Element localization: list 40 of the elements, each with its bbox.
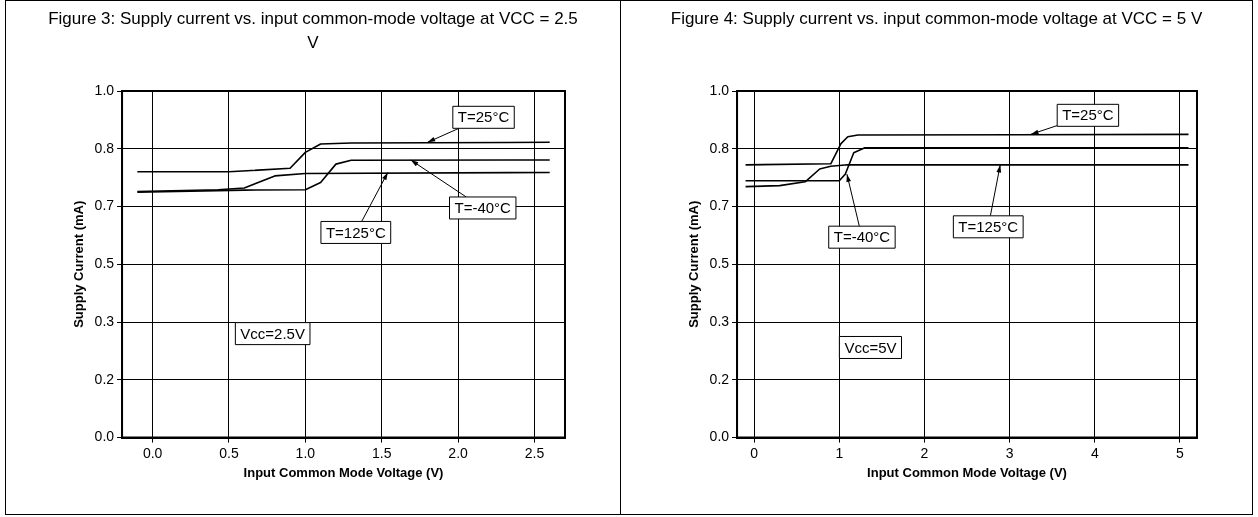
annotation: T=25°C (1062, 106, 1114, 124)
x-tick-label: 2 (920, 444, 929, 461)
annotation: Vcc=5V (844, 338, 897, 356)
y-tick-label: 1.0 (709, 81, 730, 98)
x-tick-label: 5 (1176, 444, 1185, 461)
x-tick-label: 0.5 (219, 444, 239, 461)
y-tick-label: 0.7 (94, 197, 115, 214)
x-tick-label: 0 (750, 444, 759, 461)
y-tick-label: 0.8 (94, 139, 115, 156)
y-tick-label: 1.0 (94, 81, 115, 98)
annotation: Vcc=2.5V (240, 324, 305, 342)
chart-title: Figure 3: Supply current vs. input common-mode voltage at VCC = 2.5 V (47, 8, 579, 54)
x-tick-label: 2.5 (524, 444, 545, 461)
chart-title: Figure 4: Supply current vs. input common-mode voltage at VCC = 5 V (669, 8, 1204, 30)
y-tick-label: 0.3 (94, 312, 115, 329)
annotation: T=125°C (325, 223, 386, 241)
x-tick-label: 1 (835, 444, 844, 461)
y-tick-label: 0.5 (94, 255, 115, 272)
y-axis-title: Supply Current (mA) (686, 200, 702, 328)
y-tick-label: 0.8 (709, 139, 730, 156)
x-tick-label: 1.0 (295, 444, 316, 461)
y-tick-label: 0.7 (709, 197, 730, 214)
y-tick-label: 0.2 (709, 370, 730, 387)
y-tick-label: 0.0 (94, 428, 115, 445)
x-axis-title: Input Common Mode Voltage (V) (867, 464, 1067, 480)
annotation: T=-40°C (454, 199, 512, 217)
y-tick-label: 0.5 (709, 255, 730, 272)
x-axis-title: Input Common Mode Voltage (V) (243, 464, 444, 480)
x-tick-label: 4 (1090, 444, 1099, 461)
y-tick-label: 0.3 (709, 312, 730, 329)
annotation: T=25°C (457, 108, 510, 126)
annotation: T=-40°C (833, 228, 891, 246)
y-tick-label: 0.2 (94, 370, 115, 387)
y-tick-label: 0.0 (709, 428, 730, 445)
x-tick-label: 3 (1005, 444, 1014, 461)
y-axis-title: Supply Current (mA) (71, 200, 87, 328)
annotation: T=125°C (958, 217, 1019, 235)
x-tick-label: 1.5 (371, 444, 392, 461)
x-tick-label: 2.0 (448, 444, 469, 461)
x-tick-label: 0.0 (142, 444, 163, 461)
